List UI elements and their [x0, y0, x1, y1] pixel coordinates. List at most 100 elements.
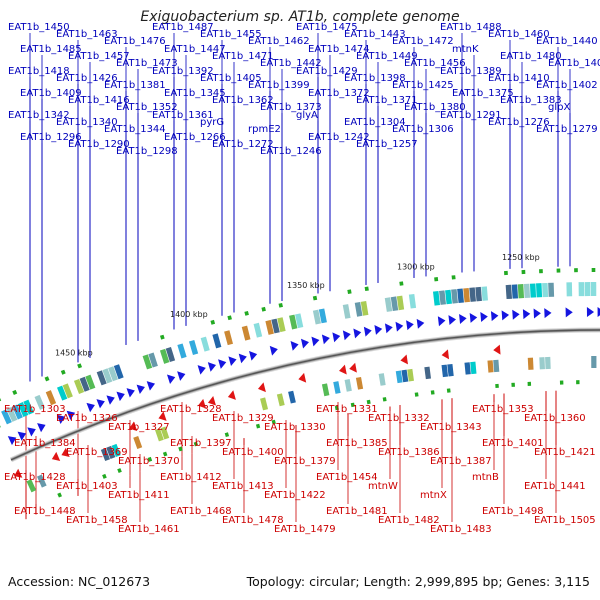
- feature-block: [253, 322, 263, 338]
- gene-label: EAT1b_1327: [108, 422, 170, 433]
- gene-label: EAT1b_1332: [368, 413, 430, 424]
- gene-label: EAT1b_1483: [430, 524, 492, 535]
- gene-label: EAT1b_1405: [200, 73, 262, 84]
- feature-block: [100, 447, 111, 462]
- reverse-gene-arrow: [207, 395, 216, 406]
- forward-gene-arrow: [353, 328, 362, 339]
- gene-label: EAT1b_1342: [8, 110, 70, 121]
- feature-block: [355, 376, 364, 390]
- forward-gene-arrow: [416, 318, 425, 329]
- gene-label: EAT1b_1387: [430, 456, 492, 467]
- feature-block: [6, 406, 18, 422]
- gene-label: EAT1b_1383: [500, 95, 562, 106]
- forward-gene-arrow: [177, 371, 186, 381]
- map-title: Exiguobacterium sp. AT1b, complete genom…: [140, 9, 460, 25]
- forward-gene-arrow: [586, 307, 595, 318]
- feature-block: [334, 405, 339, 411]
- forward-gene-arrow: [342, 330, 351, 341]
- gene-label: EAT1b_1475: [296, 22, 358, 33]
- feature-block: [277, 317, 286, 333]
- gene-label: EAT1b_1298: [116, 146, 178, 157]
- feature-block: [188, 340, 199, 355]
- gene-label: EAT1b_1385: [326, 438, 388, 449]
- gene-label: EAT1b_1468: [170, 506, 232, 517]
- gene-label: EAT1b_1369: [66, 447, 128, 458]
- gene-label: EAT1b_1371: [356, 95, 418, 106]
- feature-block: [481, 286, 488, 301]
- forward-gene-arrow: [197, 365, 206, 375]
- gene-label: EAT1b_1481: [326, 506, 388, 517]
- gene-label: EAT1b_1447: [164, 44, 226, 55]
- gene-label: EAT1b_1485: [20, 44, 82, 55]
- feature-block: [333, 381, 341, 394]
- feature-block: [1, 409, 12, 425]
- feature-block: [77, 363, 83, 369]
- gene-label: EAT1b_1498: [482, 506, 544, 517]
- gene-label: EAT1b_1443: [344, 29, 406, 40]
- feature-block: [12, 389, 18, 395]
- forward-gene-arrow: [218, 359, 227, 369]
- feature-block: [350, 402, 355, 408]
- reverse-gene-arrow: [198, 398, 207, 409]
- gene-label: EAT1b_1392: [152, 66, 214, 77]
- feature-block: [545, 356, 551, 370]
- feature-block: [445, 289, 452, 305]
- feature-block: [539, 269, 543, 274]
- forward-gene-arrow: [406, 320, 414, 331]
- forward-gene-arrow: [480, 312, 488, 323]
- feature-block: [12, 404, 23, 420]
- feature-block: [414, 392, 419, 397]
- forward-gene-arrow: [512, 309, 520, 320]
- feature-block: [155, 428, 164, 442]
- genome-backbone: [10, 329, 600, 461]
- gene-label: EAT1b_1455: [200, 29, 262, 40]
- feature-block: [160, 426, 170, 440]
- gene-label: EAT1b_1373: [260, 102, 322, 113]
- feature-block: [447, 363, 454, 377]
- feature-block: [439, 290, 446, 305]
- gene-label: EAT1b_1379: [274, 456, 336, 467]
- feature-block: [255, 423, 261, 429]
- feature-block: [276, 393, 285, 407]
- gene-label: EAT1b_1242: [308, 132, 370, 143]
- feature-block: [475, 286, 482, 302]
- feature-block: [536, 283, 543, 298]
- gene-label: EAT1b_1397: [170, 438, 232, 449]
- gene-label: EAT1b_1474: [308, 44, 370, 55]
- forward-gene-arrow: [437, 316, 446, 327]
- gene-label: EAT1b_1460: [488, 29, 550, 40]
- feature-block: [45, 390, 57, 406]
- gene-label: EAT1b_1448: [14, 506, 76, 517]
- gene-label: EAT1b_1422: [264, 490, 326, 501]
- feature-block: [487, 360, 494, 373]
- feature-block: [523, 283, 531, 298]
- gene-label: pyrG: [200, 117, 224, 128]
- gene-label: EAT1b_1352: [116, 102, 178, 113]
- feature-block: [79, 376, 90, 392]
- forward-gene-arrow: [311, 336, 320, 347]
- gene-label: EAT1b_1400: [222, 447, 284, 458]
- feature-block: [430, 390, 435, 395]
- feature-block: [60, 369, 66, 375]
- gene-label: EAT1b_1343: [420, 422, 482, 433]
- gene-label: EAT1b_1329: [212, 413, 274, 424]
- gene-label: EAT1b_1442: [260, 58, 322, 69]
- feature-block: [17, 402, 29, 418]
- feature-block: [344, 378, 352, 392]
- gene-label: EAT1b_1384: [14, 438, 76, 449]
- gene-label: EAT1b_1276: [488, 117, 550, 128]
- reverse-gene-arrow: [14, 468, 23, 478]
- feature-block: [271, 419, 276, 425]
- feature-block: [408, 293, 417, 309]
- gene-label: EAT1b_1380: [404, 102, 466, 113]
- forward-gene-arrow: [384, 323, 393, 334]
- reverse-gene-arrow: [227, 390, 236, 400]
- gene-label: mtnW: [368, 481, 398, 492]
- feature-block: [366, 399, 371, 405]
- feature-block: [288, 390, 296, 404]
- forward-gene-arrow: [459, 313, 467, 324]
- forward-gene-arrow: [363, 326, 372, 337]
- feature-block: [227, 315, 232, 321]
- feature-block: [364, 286, 369, 292]
- forward-gene-arrow: [522, 309, 531, 320]
